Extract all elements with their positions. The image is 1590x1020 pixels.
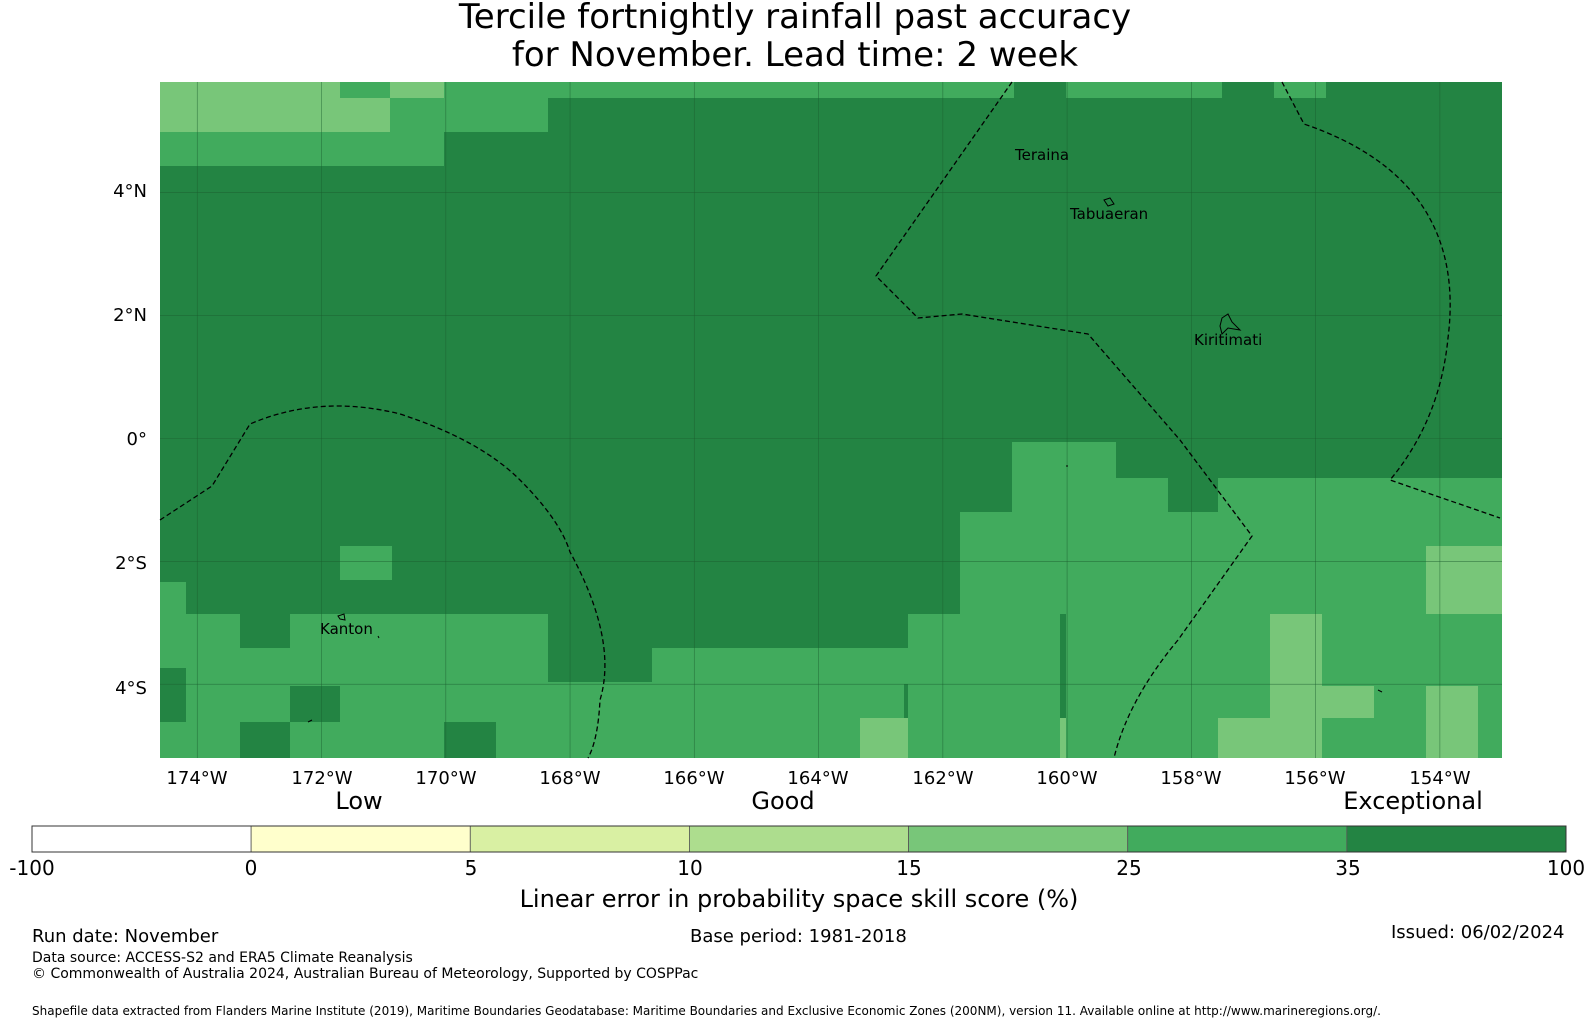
graticule [160,82,1502,758]
islands [307,197,1383,723]
colorbar-tick-label: 15 [896,856,922,880]
place-label-teraina: Teraina [1015,146,1070,164]
skill-cell [1270,718,1322,758]
colorbar-qual-exceptional: Exceptional [1343,787,1483,815]
issued-date: Issued: 06/02/2024 [1391,922,1565,943]
island-small-3 [307,719,313,723]
skill-cell [340,686,548,722]
colorbar-segment [689,825,909,853]
island-small-2 [377,635,380,639]
skill-cell [160,98,390,132]
lon-label: 172°W [291,768,353,789]
lon-label: 164°W [787,768,849,789]
island-tabuaeran [1103,197,1115,207]
skill-cell [160,82,340,98]
skill-cell [390,82,444,98]
lon-label: 156°W [1284,768,1346,789]
skill-cell [1426,686,1478,718]
skill-cell [240,722,290,758]
skill-cell [1066,82,1222,98]
shapefile-credit: Shapefile data extracted from Flanders M… [32,1004,1381,1018]
skill-cell [444,722,496,758]
data-source: Data source: ACCESS-S2 and ERA5 Climate … [32,950,413,966]
colorbar-qual-low: Low [335,787,383,815]
skill-cell [160,582,186,668]
lon-label: 168°W [539,768,601,789]
skill-cell [1478,718,1502,758]
colorbar-outline [31,825,1567,853]
island-kanton [337,613,346,621]
lon-label: 174°W [166,768,228,789]
base-period: Base period: 1981-2018 [690,926,907,947]
lon-label: 154°W [1409,768,1471,789]
colorbar-segment [31,825,252,853]
eez-boundary-circle-kanton [159,405,606,759]
lat-label: 2°N [113,305,147,326]
skill-grid [160,82,1502,758]
copyright: © Commonwealth of Australia 2024, Austra… [32,966,699,982]
colorbar-segment [1127,825,1348,853]
colorbar-tick-label: 35 [1335,856,1361,880]
skill-cell [1426,546,1502,614]
skill-cell [908,614,1060,758]
skill-cell [1374,686,1426,718]
colorbar-tick-label: 5 [464,856,478,880]
lon-label: 158°W [1160,768,1222,789]
colorbar-tick-label: 0 [244,856,258,880]
colorbar [31,825,1567,853]
colorbar-segment [1346,825,1567,853]
skill-cell [1218,478,1502,512]
lat-label: 0° [126,429,147,450]
eez-boundary-circle-east [1281,81,1501,519]
skill-cell [160,686,186,722]
colorbar-segment [250,825,471,853]
title-line-1: Tercile fortnightly rainfall past accura… [458,0,1132,37]
skill-cell [444,82,1014,98]
skill-cell [960,512,1076,614]
lon-label: 160°W [1036,768,1098,789]
lon-label: 166°W [663,768,725,789]
skill-cell [1322,686,1374,718]
colorbar-tick-label: 100 [1546,856,1586,880]
title-line-2: for November. Lead time: 2 week [511,35,1079,75]
eez-boundaries [159,81,1501,759]
run-date: Run date: November [32,926,219,947]
skill-cell [160,722,604,758]
skill-cell [444,98,548,132]
skill-cell [652,648,908,684]
skill-cell [1274,82,1326,98]
colorbar-label: Linear error in probability space skill … [519,885,1079,913]
skill-cell [290,614,548,686]
skill-cell [1426,718,1478,758]
island-kiritimati [1219,313,1242,335]
place-label-kanton: Kanton [320,620,373,638]
map-title: Tercile fortnightly rainfall past accura… [0,0,1590,74]
skill-cell [1012,442,1116,512]
colorbar-tick-label: -100 [9,856,55,880]
place-label-kiritimati: Kiritimati [1194,331,1263,349]
island-small-4 [1377,689,1383,693]
place-label-tabuaeran: Tabuaeran [1070,205,1149,223]
lon-label: 170°W [415,768,477,789]
skill-cell [1116,478,1168,512]
skill-cell [340,546,392,580]
colorbar-tick-label: 10 [677,856,703,880]
lon-label: 162°W [912,768,974,789]
skill-cell [1218,718,1270,758]
skill-cell [548,682,904,758]
lat-label: 4°N [113,181,147,202]
lat-label: 4°S [115,678,147,699]
skill-cell [1270,614,1322,718]
eez-boundary-line-islands [875,81,1253,759]
colorbar-qual-good: Good [751,787,815,815]
colorbar-segment [908,825,1129,853]
lat-label: 2°S [115,553,147,574]
colorbar-tick-label: 25 [1116,856,1142,880]
colorbar-segment [469,825,690,853]
